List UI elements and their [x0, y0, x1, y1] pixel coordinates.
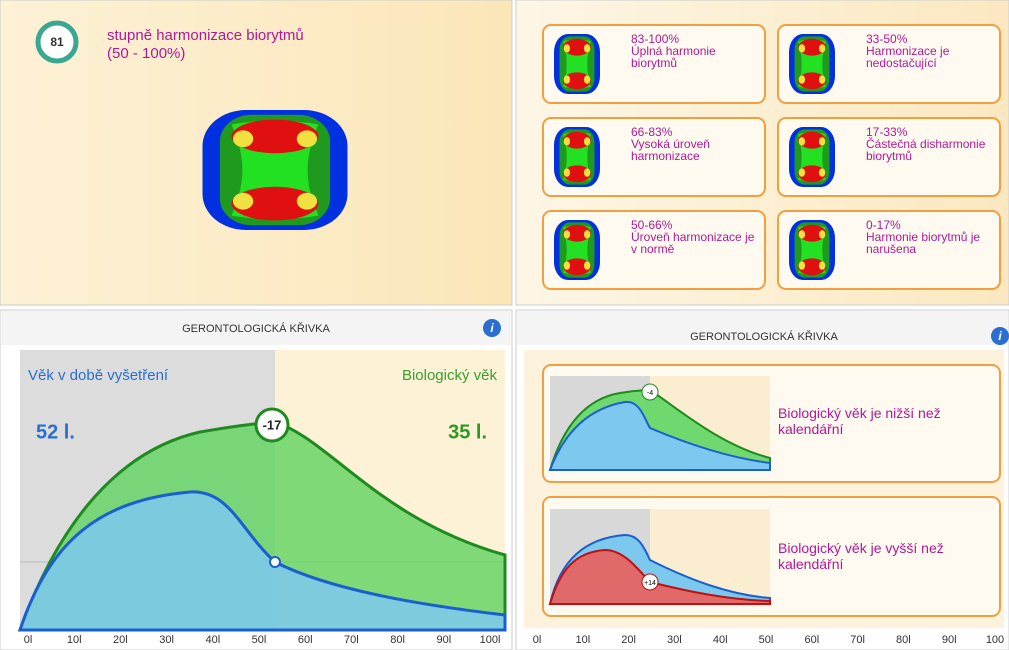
- legend-text: Úroveň harmonizace je v normě: [631, 230, 755, 256]
- legend-text: 66-83%Vysoká úroveň harmonizace: [631, 126, 710, 163]
- legend-text: 33-50%Harmonizace je nedostačující: [866, 33, 950, 70]
- x-tick-label: 10l: [67, 634, 82, 646]
- example-text: Biologický věk je vyšší než kalendářní: [778, 540, 944, 572]
- legend-icon: [554, 34, 600, 94]
- example-card: [542, 496, 1001, 617]
- x-tick-label: 0l: [533, 634, 542, 646]
- marker: [254, 407, 290, 443]
- x-tick-label: 40l: [205, 634, 220, 646]
- example-text: Biologický věk je nižší než kalendářní: [778, 405, 941, 437]
- age-curve: [17, 490, 507, 632]
- header-bar: [517, 311, 1008, 345]
- x-tick-label: 100l: [480, 634, 501, 646]
- x-tick-label: 80l: [896, 634, 911, 646]
- info-button[interactable]: [991, 327, 1009, 345]
- difference: -17: [263, 417, 282, 432]
- example-text: Biologický věk je nižší než kalendářní: [778, 405, 941, 437]
- x-tick-label: 90l: [942, 634, 957, 646]
- age: 52 l.: [36, 421, 75, 443]
- x-tick-label: 50l: [759, 634, 774, 646]
- legend-range: 83-100%: [631, 33, 680, 46]
- age-label: Věk v době vyšetření: [28, 367, 169, 384]
- info[interactable]: i: [998, 329, 1002, 343]
- legend-text: Vysoká úroveň harmonizace: [631, 137, 710, 163]
- range: (50 - 100%): [107, 45, 185, 62]
- score-badge: [35, 20, 79, 64]
- legend-icon: [789, 220, 835, 280]
- bio-age: 35 l.: [448, 421, 487, 443]
- difference: -4: [647, 390, 653, 397]
- x-tick-label: 20l: [621, 634, 636, 646]
- fractal: [202, 110, 348, 230]
- x-tick-label: 20l: [113, 634, 128, 646]
- x-tick-label: 90l: [436, 634, 451, 646]
- legend-text: 17-33%Částečná disharmonie biorytmů: [866, 126, 986, 163]
- info[interactable]: i: [490, 321, 494, 335]
- x-tick-label: 30l: [159, 634, 174, 646]
- x-tick-label: 50l: [252, 634, 267, 646]
- x-tick-label: 0l: [24, 634, 33, 646]
- legend-range: 50-66%: [631, 219, 673, 232]
- header: GERONTOLOGICKÁ KŘIVKA: [182, 322, 330, 335]
- legend-icon: [554, 127, 600, 187]
- legend-range: 0-17%: [866, 219, 901, 232]
- bio-label: Biologický věk: [402, 367, 498, 384]
- header: GERONTOLOGICKÁ KŘIVKA: [690, 330, 838, 343]
- info-button[interactable]: [483, 319, 501, 337]
- example-card: [542, 364, 1001, 483]
- x-tick-label: 30l: [667, 634, 682, 646]
- legend-text: 0-17%Harmonie biorytmů je narušena: [866, 219, 981, 256]
- legend-text: Částečná disharmonie biorytmů: [866, 137, 986, 163]
- header-bar: [1, 311, 511, 345]
- marker: [269, 556, 281, 568]
- x-tick-label: 60l: [298, 634, 313, 646]
- x-tick-label: 60l: [804, 634, 819, 646]
- score: 81: [50, 35, 64, 49]
- x-tick-label: 10l: [575, 634, 590, 646]
- legend-icon: [554, 220, 600, 280]
- x-tick-label: 100: [986, 634, 1004, 646]
- legend-range: 33-50%: [866, 33, 908, 46]
- x-tick-label: 80l: [390, 634, 405, 646]
- x-tick-label: 70l: [850, 634, 865, 646]
- legend-icon: [789, 34, 835, 94]
- x-tick-label: 40l: [713, 634, 728, 646]
- example-text: Biologický věk je vyšší než kalendářní: [778, 540, 944, 572]
- legend-text: Harmonie biorytmů je narušena: [866, 230, 981, 256]
- legend-text: Harmonizace je nedostačující: [866, 44, 950, 70]
- legend-range: 17-33%: [866, 126, 908, 139]
- x-tick-label: 70l: [344, 634, 359, 646]
- difference: +14: [644, 580, 656, 587]
- legend-text: 50-66%Úroveň harmonizace je v normě: [631, 219, 755, 256]
- title: stupně harmonizace biorytmů: [107, 27, 304, 44]
- legend-text: 83-100%Úplná harmonie biorytmů: [631, 33, 716, 70]
- legend-text: Úplná harmonie biorytmů: [631, 44, 716, 70]
- legend-icon: [789, 127, 835, 187]
- legend-range: 66-83%: [631, 126, 673, 139]
